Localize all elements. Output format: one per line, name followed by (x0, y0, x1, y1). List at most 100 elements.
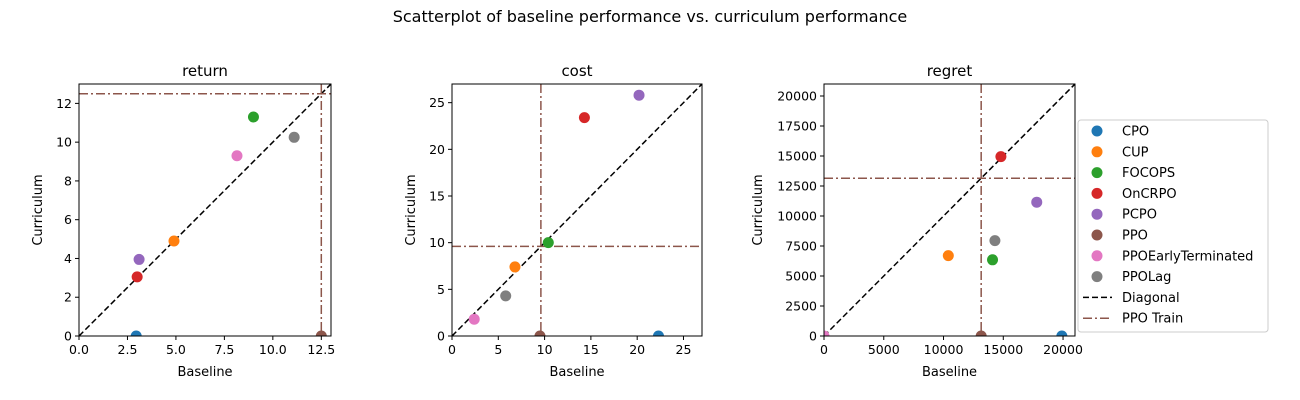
legend-item: CUP (1091, 145, 1149, 160)
point-cup (168, 235, 180, 247)
subplot-title: regret (927, 62, 973, 80)
point-cup (942, 250, 954, 262)
subplot-title: cost (561, 62, 592, 80)
subplot-title: return (182, 62, 228, 80)
legend-marker (1091, 208, 1103, 220)
point-ppo (975, 330, 987, 336)
x-tick-label: 5000 (868, 342, 900, 357)
point-ppo (534, 330, 546, 336)
legend-label: CUP (1122, 145, 1149, 160)
point-oncrpo (578, 112, 590, 124)
x-tick-label: 25 (676, 342, 692, 357)
legend-marker (1091, 187, 1103, 199)
point-ppolag (288, 131, 300, 143)
x-tick-label: 15 (583, 342, 599, 357)
diagonal-line (452, 84, 702, 336)
legend-label: CPO (1122, 125, 1149, 140)
plot-area (79, 84, 331, 336)
x-tick-label: 5.0 (166, 342, 186, 357)
x-tick-label: 0 (448, 342, 456, 357)
axes-frame (823, 83, 1076, 337)
figure-suptitle: Scatterplot of baseline performance vs. … (393, 7, 908, 26)
legend-label: PPO Train (1122, 312, 1183, 327)
y-tick-label: 6 (64, 212, 72, 227)
legend-label: Diagonal (1122, 291, 1180, 306)
y-tick-label: 8 (64, 173, 72, 188)
plot-area (452, 84, 702, 336)
legend-marker (1091, 250, 1103, 262)
point-oncrpo (131, 271, 143, 283)
legend-marker (1091, 125, 1103, 137)
y-tick-label: 0 (809, 329, 817, 344)
point-oncrpo (995, 151, 1007, 163)
axes-frame (451, 83, 703, 337)
subplot-regret: 0 5000 10000 15000 20000 0 2500 5000 7500 10000 12… (751, 62, 1083, 380)
legend-label: PPO (1122, 229, 1148, 244)
legend-marker (1091, 146, 1103, 158)
x-tick-label: 0.0 (69, 342, 89, 357)
legend-label: PPOEarlyTerminated (1122, 249, 1253, 264)
y-axis-label: Curriculum (404, 174, 419, 245)
y-tick-label: 0 (437, 329, 445, 344)
y-tick-label: 25 (429, 95, 445, 110)
legend-label: PPOLag (1122, 270, 1171, 285)
subplot-cost: 0 5 10 15 20 25 0 5 10 15 20 25 cost Baseline Curricul… (404, 62, 703, 380)
point-pcpo (133, 253, 145, 265)
point-cpo (1056, 330, 1068, 336)
point-ppolag (500, 290, 512, 302)
y-tick-label: 5 (437, 282, 445, 297)
y-tick-label: 10 (56, 135, 72, 150)
y-tick-label: 12 (56, 96, 72, 111)
x-tick-label: 10.0 (259, 342, 287, 357)
x-tick-label: 10000 (924, 342, 964, 357)
y-tick-label: 17500 (777, 119, 817, 134)
legend-item: PPOEarlyTerminated (1091, 249, 1253, 264)
x-axis-label: Baseline (177, 365, 232, 380)
y-tick-label: 0 (64, 329, 72, 344)
x-tick-label: 0 (820, 342, 828, 357)
y-tick-label: 2500 (785, 299, 817, 314)
y-tick-label: 20 (429, 142, 445, 157)
legend-label: OnCRPO (1122, 187, 1177, 202)
y-tick-label: 7500 (785, 239, 817, 254)
point-focops (247, 111, 259, 123)
legend-item: PCPO (1091, 208, 1157, 223)
x-axis-label: Baseline (922, 365, 977, 380)
y-tick-label: 12500 (777, 179, 817, 194)
x-tick-label: 20000 (1043, 342, 1083, 357)
legend-label: FOCOPS (1122, 166, 1175, 181)
legend-label: PCPO (1122, 208, 1157, 223)
legend-item: CPO (1091, 125, 1149, 140)
point-ppolag (989, 235, 1001, 247)
legend-marker (1091, 167, 1103, 179)
diagonal-line (79, 84, 331, 336)
y-axis-label: Curriculum (751, 174, 766, 245)
legend-item: PPO (1091, 229, 1148, 244)
point-pcpo (1031, 196, 1043, 208)
x-tick-label: 20 (629, 342, 645, 357)
plot-area (824, 84, 1075, 336)
x-tick-label: 15000 (983, 342, 1023, 357)
legend-item: PPOLag (1091, 270, 1171, 285)
x-tick-label: 2.5 (118, 342, 138, 357)
point-pcpo (633, 89, 645, 101)
x-tick-label: 12.5 (307, 342, 335, 357)
legend-frame (1077, 119, 1269, 333)
y-tick-label: 15 (429, 189, 445, 204)
y-tick-label: 2 (64, 290, 72, 305)
point-cup (509, 261, 521, 273)
legend-marker (1091, 271, 1103, 283)
legend-item: Diagonal (1083, 291, 1180, 306)
legend-item: FOCOPS (1091, 166, 1175, 181)
y-tick-label: 5000 (785, 269, 817, 284)
y-tick-label: 20000 (777, 89, 817, 104)
y-tick-label: 15000 (777, 149, 817, 164)
x-tick-label: 7.5 (214, 342, 234, 357)
x-axis-label: Baseline (549, 365, 604, 380)
axes-frame (78, 83, 332, 337)
legend-item: OnCRPO (1091, 187, 1177, 202)
legend-marker (1091, 229, 1103, 241)
subplots: 0.0 2.5 5.0 7.5 10.0 12.5 0 2 4 6 8 10 12 return Basel… (31, 62, 1083, 380)
point-ppoearlyterminated (824, 330, 830, 336)
